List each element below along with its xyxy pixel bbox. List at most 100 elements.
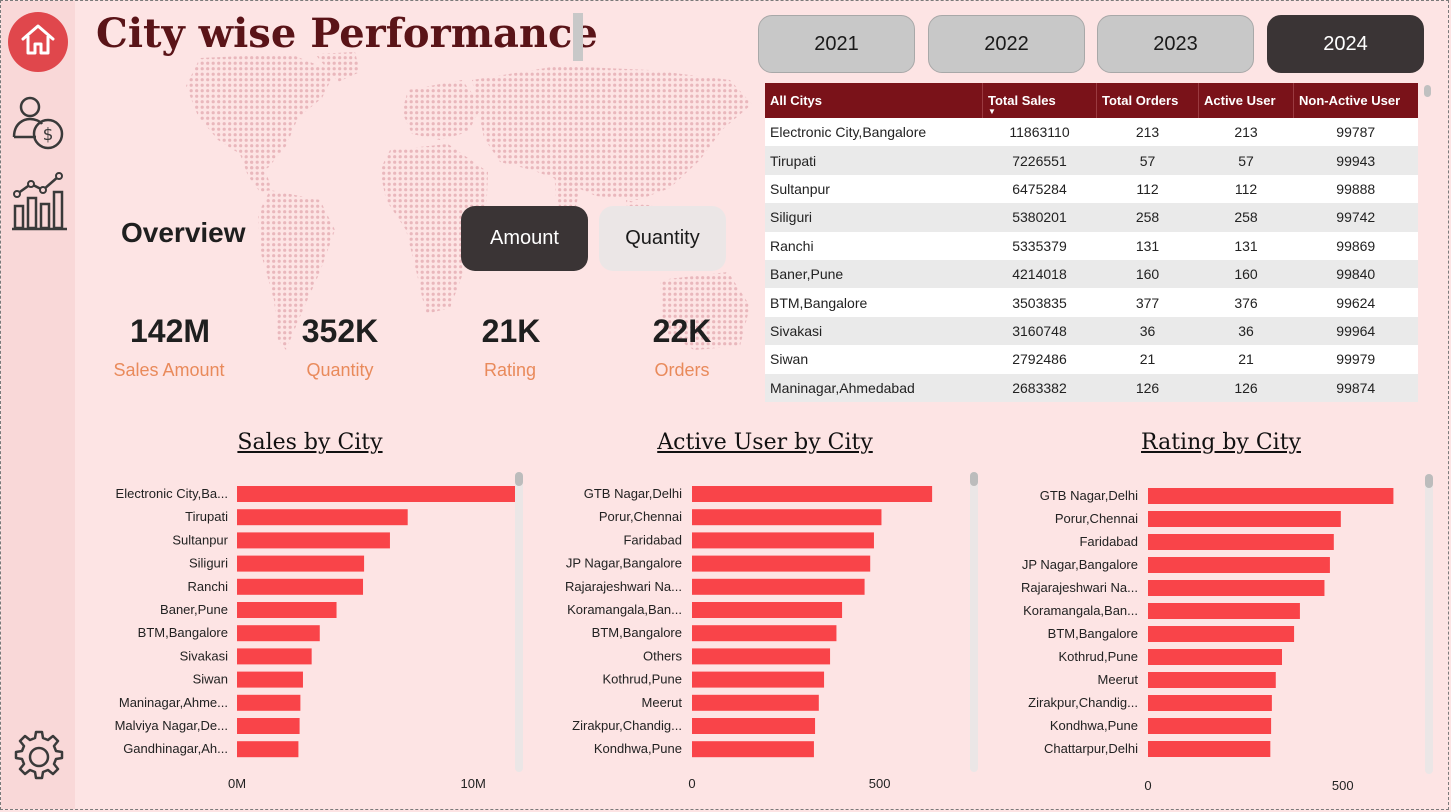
- bar[interactable]: [237, 625, 320, 642]
- category-label: Kothrud,Pune: [1058, 649, 1138, 664]
- bar[interactable]: [692, 602, 843, 618]
- category-label: Koramangala,Ban...: [1023, 603, 1138, 618]
- cell-total-sales: 2683382: [982, 373, 1097, 402]
- bar[interactable]: [692, 694, 819, 711]
- category-label: Sultanpur: [172, 532, 228, 547]
- column-header-non-active-user[interactable]: Non-Active User: [1293, 83, 1418, 118]
- nav-customers-button[interactable]: $: [8, 94, 70, 156]
- bar[interactable]: [237, 486, 518, 502]
- bar[interactable]: [237, 718, 300, 734]
- nav-analytics-button[interactable]: [8, 172, 70, 234]
- sales-chart-scrollbar[interactable]: [515, 472, 523, 772]
- bar[interactable]: [1148, 603, 1300, 619]
- bar[interactable]: [1148, 557, 1330, 573]
- x-tick-label: 500: [1332, 778, 1354, 793]
- bar[interactable]: [692, 578, 865, 595]
- cell-total-orders: 258: [1096, 203, 1199, 232]
- cell-city: Siwan: [765, 345, 983, 374]
- bar[interactable]: [692, 555, 871, 572]
- bar[interactable]: [237, 741, 299, 758]
- rating-chart-scrollbar[interactable]: [1425, 474, 1433, 774]
- cell-non-active-user: 99840: [1293, 259, 1418, 289]
- bar[interactable]: [692, 625, 837, 642]
- cell-non-active-user: 99979: [1293, 345, 1418, 374]
- kpi-quantity-label: Quantity: [306, 360, 374, 380]
- table-scrollbar[interactable]: [1424, 85, 1431, 97]
- bar[interactable]: [237, 578, 364, 595]
- kpi-sales-amount-label: Sales Amount: [113, 360, 225, 380]
- category-label: JP Nagar,Bangalore: [566, 556, 682, 571]
- bar[interactable]: [1148, 718, 1272, 734]
- column-header-city[interactable]: All Citys: [765, 83, 983, 118]
- chart-title-active-user-by-city: Active User by City: [657, 430, 873, 455]
- table-row[interactable]: Ranchi 5335379 131 131 99869: [765, 231, 1418, 260]
- column-header-active-user[interactable]: Active User: [1198, 83, 1294, 118]
- cell-non-active-user: 99943: [1293, 146, 1418, 175]
- bar[interactable]: [237, 671, 303, 688]
- nav-home-button[interactable]: [8, 12, 68, 72]
- category-label: Kondhwa,Pune: [1050, 718, 1138, 733]
- bar[interactable]: [692, 509, 882, 526]
- bar[interactable]: [692, 718, 816, 734]
- bar[interactable]: [1148, 626, 1295, 642]
- overview-heading: Overview: [121, 217, 246, 248]
- kpi-orders-label: Orders: [654, 360, 710, 380]
- table-row[interactable]: Siliguri 5380201 258 258 99742: [765, 203, 1418, 232]
- sort-descending-icon: ▼: [988, 107, 996, 116]
- rating-chart-scroll-thumb[interactable]: [1425, 474, 1433, 488]
- bar[interactable]: [1148, 695, 1272, 711]
- bar[interactable]: [692, 741, 814, 758]
- bar[interactable]: [237, 648, 312, 665]
- cell-total-orders: 112: [1096, 174, 1199, 204]
- active-user-chart-scrollbar[interactable]: [970, 472, 978, 772]
- column-header-total-sales[interactable]: Total Sales ▼: [982, 83, 1097, 118]
- amount-toggle-button[interactable]: Amount: [461, 206, 588, 271]
- year-2022-button[interactable]: 2022: [928, 15, 1085, 73]
- bar[interactable]: [692, 671, 825, 688]
- cell-total-sales: 6475284: [982, 174, 1097, 204]
- cell-non-active-user: 99742: [1293, 203, 1418, 232]
- cell-total-sales: 4214018: [982, 259, 1097, 289]
- bar[interactable]: [237, 694, 301, 711]
- table-row[interactable]: Sivakasi 3160748 36 36 99964: [765, 316, 1418, 346]
- table-row[interactable]: Sultanpur 6475284 112 112 99888: [765, 174, 1418, 204]
- chart-title-rating-by-city: Rating by City: [1141, 430, 1301, 455]
- bar[interactable]: [1148, 672, 1276, 688]
- table-row[interactable]: Electronic City,Bangalore 11863110 213 213 9…: [765, 118, 1418, 147]
- bar[interactable]: [1148, 580, 1325, 596]
- cell-total-sales: 3160748: [982, 316, 1097, 346]
- table-row[interactable]: Siwan 2792486 21 21 99979: [765, 345, 1418, 374]
- quantity-toggle-button[interactable]: Quantity: [599, 206, 726, 271]
- year-2024-button[interactable]: 2024: [1267, 15, 1424, 73]
- column-header-total-orders[interactable]: Total Orders: [1096, 83, 1199, 118]
- category-label: Meerut: [642, 695, 683, 710]
- cell-active-user: 160: [1198, 259, 1294, 289]
- bar[interactable]: [1148, 511, 1341, 527]
- bar[interactable]: [1148, 741, 1271, 757]
- bar[interactable]: [1148, 649, 1283, 665]
- table-row[interactable]: Baner,Pune 4214018 160 160 99840: [765, 259, 1418, 289]
- bar[interactable]: [237, 602, 337, 618]
- kpi-orders-value: 22K: [652, 313, 712, 349]
- table-row[interactable]: Tirupati 7226551 57 57 99943: [765, 146, 1418, 175]
- bar[interactable]: [237, 532, 390, 549]
- year-2021-button[interactable]: 2021: [758, 15, 915, 73]
- table-row[interactable]: Maninagar,Ahmedabad 2683382 126 126 99874: [765, 373, 1418, 402]
- nav-settings-button[interactable]: [8, 728, 70, 790]
- sales-chart-scroll-thumb[interactable]: [515, 472, 523, 486]
- bar[interactable]: [692, 486, 933, 502]
- cell-active-user: 258: [1198, 203, 1294, 232]
- cell-active-user: 21: [1198, 345, 1294, 374]
- table-row[interactable]: BTM,Bangalore 3503835 377 376 99624: [765, 288, 1418, 317]
- bar[interactable]: [692, 648, 831, 665]
- cell-total-orders: 57: [1096, 146, 1199, 175]
- year-2023-button[interactable]: 2023: [1097, 15, 1254, 73]
- bar[interactable]: [237, 509, 408, 526]
- bar[interactable]: [1148, 488, 1394, 504]
- cell-active-user: 126: [1198, 373, 1294, 402]
- bar[interactable]: [1148, 534, 1334, 550]
- bar[interactable]: [692, 532, 874, 549]
- bar[interactable]: [237, 555, 365, 572]
- category-label: Siliguri: [189, 556, 228, 571]
- active-user-chart-scroll-thumb[interactable]: [970, 472, 978, 486]
